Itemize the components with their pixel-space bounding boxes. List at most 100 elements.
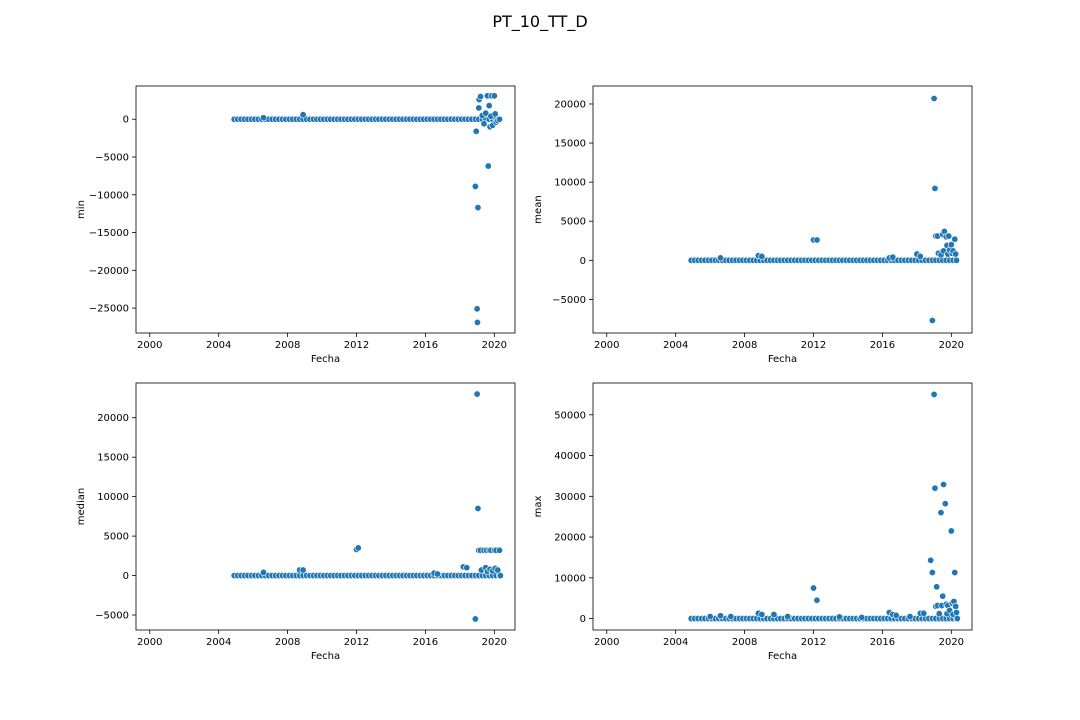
scatter-point: [758, 611, 766, 619]
scatter-point: [477, 93, 485, 101]
scatter-point: [480, 120, 488, 128]
scatter-point: [491, 110, 499, 118]
scatter-point: [930, 390, 938, 398]
y-tick-label: −10000: [89, 190, 129, 201]
scatter-point: [951, 569, 959, 577]
scatter-point: [940, 480, 948, 488]
x-axis-label: Fecha: [768, 354, 797, 365]
scatter-point: [927, 556, 935, 564]
scatter-point: [813, 236, 821, 244]
y-tick-label: 5000: [561, 217, 586, 228]
subplot-min: 2000 2004 2008 2012 2016 2020 0 −5000 −10000 −150…: [76, 85, 516, 365]
scatter-point: [889, 253, 897, 261]
x-tick-label: 2000: [594, 340, 619, 351]
scatter-point: [716, 254, 724, 262]
scatter-point: [810, 584, 818, 592]
x-tick-label: 2020: [482, 637, 507, 648]
y-axis-label: max: [533, 496, 544, 518]
x-tick-label: 2008: [275, 340, 300, 351]
scatter-point: [472, 127, 480, 135]
x-tick-label: 2008: [732, 637, 757, 648]
x-tick-label: 2004: [206, 637, 231, 648]
y-tick-label: −25000: [89, 304, 129, 315]
scatter-point: [474, 504, 482, 512]
y-axis-label: min: [76, 200, 87, 219]
scatter-point: [951, 235, 959, 243]
x-tick-label: 2000: [137, 340, 162, 351]
scatter-point: [931, 184, 939, 192]
scatter-point: [299, 111, 307, 119]
y-tick-label: 20000: [554, 533, 586, 544]
scatter-point: [490, 92, 498, 100]
y-tick-label: 0: [123, 571, 129, 582]
scatter-point: [937, 509, 945, 517]
scatter-point: [758, 252, 766, 260]
x-tick-label: 2012: [801, 340, 826, 351]
scatter-point: [496, 572, 504, 580]
scatter-point: [727, 613, 735, 621]
scatter-point: [835, 613, 843, 621]
scatter-point: [354, 544, 362, 552]
x-tick-label: 2004: [663, 340, 688, 351]
scatter-point: [706, 613, 714, 621]
scatter-point: [784, 613, 792, 621]
y-tick-label: −5000: [552, 295, 586, 306]
scatter-point: [299, 566, 307, 574]
scatter-point: [259, 568, 267, 576]
x-tick-label: 2012: [344, 637, 369, 648]
plot-frame: [592, 382, 973, 631]
x-tick-label: 2008: [275, 637, 300, 648]
scatter-point: [858, 613, 866, 621]
x-tick-label: 2008: [732, 340, 757, 351]
x-axis-label: Fecha: [311, 354, 340, 365]
scatter-point: [770, 611, 778, 619]
scatter-point: [916, 252, 924, 260]
scatter-point: [716, 612, 724, 620]
scatter-points: [230, 390, 504, 623]
scatter-point: [259, 114, 267, 122]
scatter-point: [952, 250, 960, 258]
scatter-point: [930, 95, 938, 103]
scatter-point: [953, 615, 961, 623]
x-tick-label: 2016: [413, 637, 438, 648]
scatter-point: [471, 182, 479, 190]
x-tick-label: 2016: [413, 340, 438, 351]
scatter-point: [947, 527, 955, 535]
scatter-point: [473, 390, 481, 398]
scatter-point: [473, 305, 481, 313]
x-tick-label: 2004: [663, 637, 688, 648]
scatter-point: [941, 500, 949, 508]
scatter-point: [495, 115, 503, 123]
plot-frame: [135, 382, 516, 631]
scatter-point: [947, 241, 955, 249]
scatter-point: [813, 596, 821, 604]
scatter-point: [484, 162, 492, 170]
y-axis-label: median: [76, 488, 87, 526]
x-tick-label: 2016: [870, 637, 895, 648]
y-tick-label: 20000: [97, 413, 129, 424]
scatter-point: [463, 564, 471, 572]
scatter-point: [945, 232, 953, 240]
plot-frame: [592, 85, 973, 334]
y-tick-label: 0: [580, 614, 586, 625]
scatter-point: [952, 602, 960, 610]
scatter-points: [687, 390, 961, 623]
y-axis-label: mean: [533, 195, 544, 223]
x-tick-label: 2012: [344, 340, 369, 351]
x-tick-label: 2020: [939, 340, 964, 351]
scatter-point: [928, 569, 936, 577]
scatter-point: [928, 316, 936, 324]
scatter-point: [920, 609, 928, 617]
subplot-mean: 2000 2004 2008 2012 2016 2020 20000 15000 10000 5…: [533, 85, 973, 365]
y-tick-label: −5000: [95, 611, 129, 622]
scatter-points: [230, 92, 503, 326]
scatter-points: [687, 95, 960, 324]
y-tick-label: 10000: [554, 573, 586, 584]
subplot-median: 2000 2004 2008 2012 2016 2020 20000 15000 10000 5…: [76, 382, 516, 662]
x-axis-label: Fecha: [311, 651, 340, 662]
figure-title: PT_10_TT_D: [492, 12, 587, 32]
scatter-point: [433, 570, 441, 578]
x-tick-label: 2000: [137, 637, 162, 648]
plot-frame: [135, 85, 516, 334]
